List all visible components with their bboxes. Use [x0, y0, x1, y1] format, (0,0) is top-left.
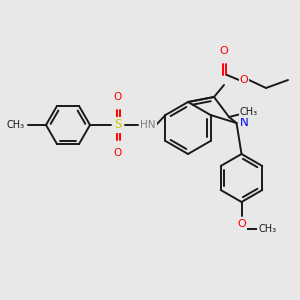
Text: O: O — [114, 92, 122, 102]
Text: HN: HN — [140, 120, 156, 130]
Text: CH₃: CH₃ — [240, 107, 258, 117]
Text: S: S — [114, 118, 122, 131]
Text: CH₃: CH₃ — [259, 224, 277, 234]
Text: O: O — [114, 148, 122, 158]
Text: O: O — [237, 219, 246, 229]
Text: O: O — [240, 75, 248, 85]
Text: CH₃: CH₃ — [7, 120, 25, 130]
Text: N: N — [240, 116, 249, 130]
Text: O: O — [220, 46, 228, 56]
